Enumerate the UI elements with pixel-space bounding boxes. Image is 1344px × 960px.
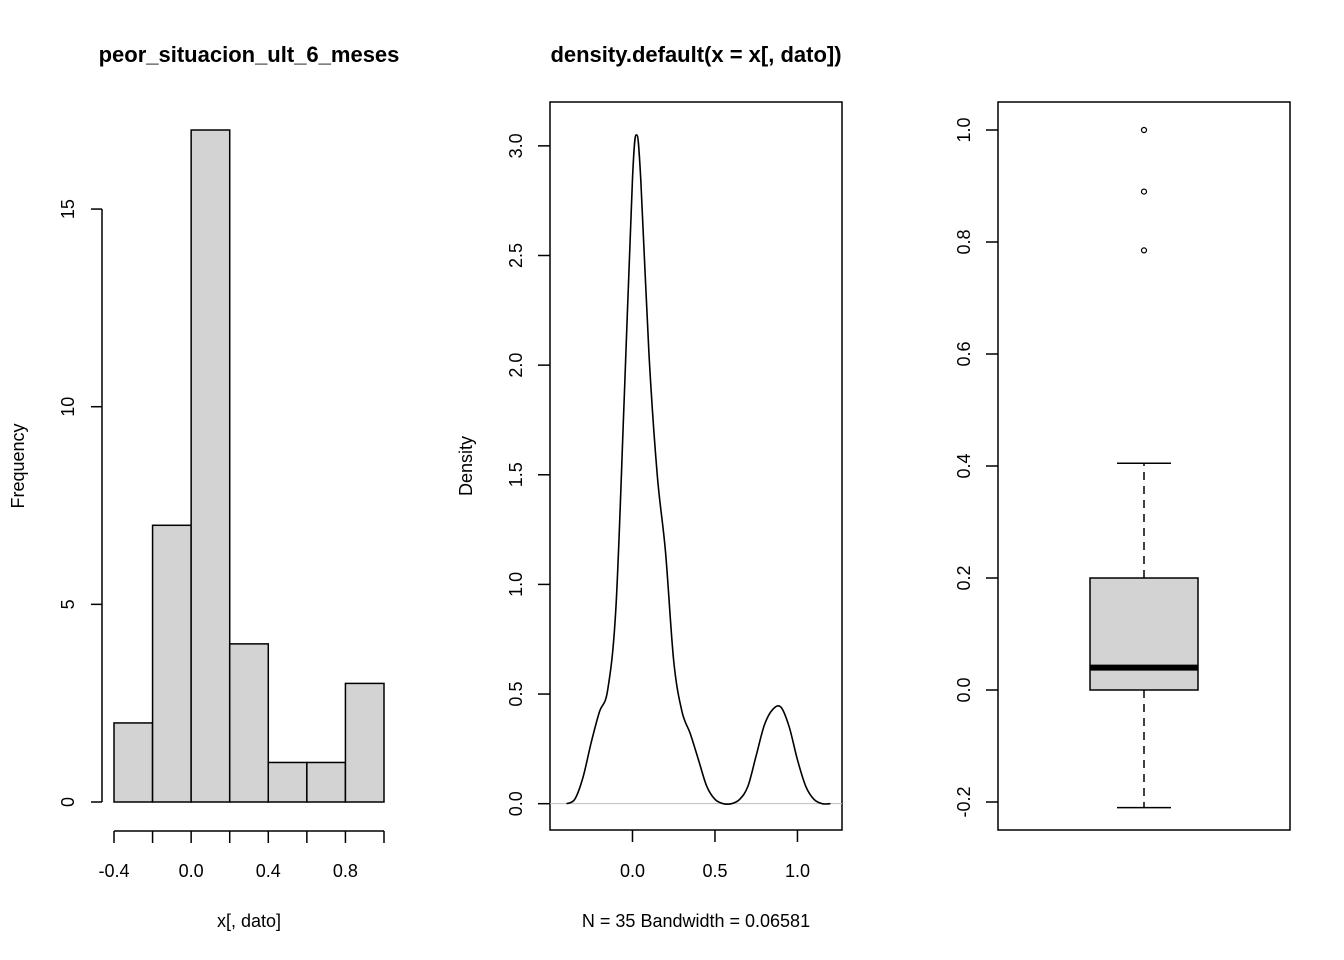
histogram-x-tick-label: -0.4 [98, 861, 129, 881]
histogram-y-tick-label: 0 [58, 797, 78, 807]
histogram-x-tick-label: 0.4 [256, 861, 281, 881]
histogram-bar [113, 722, 154, 803]
density-y-tick-label: 1.0 [506, 572, 526, 597]
histogram-bar [306, 761, 347, 803]
density-title: density.default(x = x[, dato]) [550, 42, 841, 67]
density-x-tick-label: 1.0 [785, 861, 810, 881]
histogram-x-label: x[, dato] [217, 911, 281, 931]
density-x-tick-label: 0.0 [620, 861, 645, 881]
density-y-label: Density [456, 436, 476, 496]
histogram-bars [113, 129, 385, 803]
density-x-label: N = 35 Bandwidth = 0.06581 [582, 911, 810, 931]
density-y-tick-label: 0.5 [506, 682, 526, 707]
density-plot-frame [549, 101, 843, 831]
density-y-tick-label: 1.5 [506, 462, 526, 487]
boxplot-y-axis: -0.2 0.0 0.2 0.4 0.6 0.8 1.0 [954, 117, 998, 818]
boxplot-y-tick-label: 0.0 [954, 677, 974, 702]
histogram-bar [190, 129, 231, 803]
histogram-x-tick-label: 0.0 [179, 861, 204, 881]
boxplot-y-tick-label: 1.0 [954, 117, 974, 142]
boxplot-y-tick-label: -0.2 [954, 786, 974, 817]
boxplot-y-tick-label: 0.4 [954, 453, 974, 478]
histogram-bar [151, 524, 192, 803]
density-x-tick-label: 0.5 [702, 861, 727, 881]
boxplot-y-tick-label: 0.8 [954, 229, 974, 254]
density-y-tick-label: 2.0 [506, 353, 526, 378]
density-curve [566, 134, 831, 806]
boxplot-y-tick-label: 0.6 [954, 341, 974, 366]
histogram-bar [228, 643, 270, 803]
histogram-x-axis: -0.4 0.0 0.4 0.8 [98, 830, 385, 881]
histogram-y-axis: 0 5 10 15 [58, 199, 103, 807]
density-panel: density.default(x = x[, dato]) Density N… [456, 42, 843, 931]
histogram-bar [344, 682, 385, 803]
density-y-tick-label: 0.0 [506, 791, 526, 816]
boxplot-panel: -0.2 0.0 0.2 0.4 0.6 0.8 1.0 [954, 101, 1291, 831]
density-y-tick-label: 3.0 [506, 133, 526, 158]
outlier-point [1140, 188, 1148, 195]
histogram-panel: peor_situacion_ult_6_meses Frequency x[,… [8, 42, 399, 931]
density-y-axis: 0.0 0.5 1.0 1.5 2.0 2.5 3.0 [506, 133, 550, 816]
histogram-y-tick-label: 15 [58, 199, 78, 219]
histogram-x-tick-label: 0.8 [333, 861, 358, 881]
density-x-axis: 0.0 0.5 1.0 [620, 830, 810, 881]
histogram-bar [267, 761, 308, 803]
outlier-point [1140, 126, 1148, 134]
interquartile-box [1089, 577, 1199, 691]
histogram-y-tick-label: 10 [58, 397, 78, 417]
histogram-y-label: Frequency [8, 423, 28, 508]
histogram-y-tick-label: 5 [58, 599, 78, 609]
boxplot-elements [1089, 126, 1199, 809]
boxplot-y-tick-label: 0.2 [954, 565, 974, 590]
histogram-title: peor_situacion_ult_6_meses [99, 42, 400, 67]
density-y-tick-label: 2.5 [506, 243, 526, 268]
outlier-point [1140, 247, 1148, 254]
